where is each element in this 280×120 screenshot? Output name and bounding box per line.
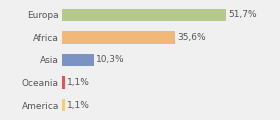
- Text: 1,1%: 1,1%: [67, 78, 90, 87]
- Bar: [62, 76, 65, 89]
- Bar: [62, 31, 175, 44]
- Text: 10,3%: 10,3%: [96, 55, 125, 64]
- Text: 1,1%: 1,1%: [67, 101, 90, 110]
- Text: 35,6%: 35,6%: [177, 33, 206, 42]
- Bar: [62, 9, 226, 21]
- Bar: [62, 54, 94, 66]
- Text: 51,7%: 51,7%: [228, 10, 257, 19]
- Bar: [62, 99, 65, 111]
